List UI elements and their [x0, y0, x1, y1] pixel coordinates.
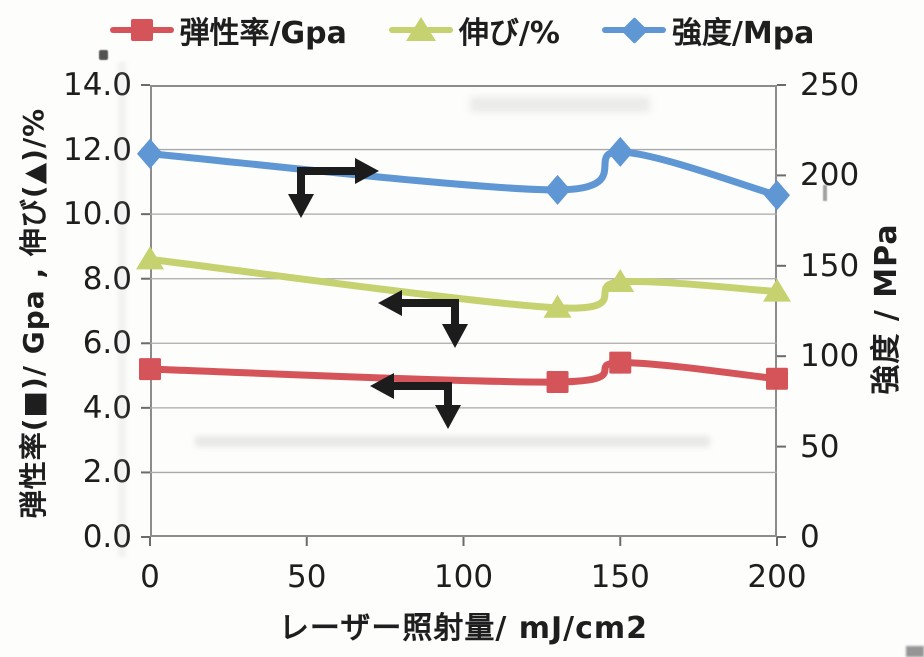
left-tick: 6.0	[82, 325, 132, 362]
square-marker-icon	[109, 14, 174, 46]
left-axis-title: 弾性率(■)/ Gpa , 伸び(▲)/%	[17, 107, 50, 519]
x-tick: 0	[140, 559, 160, 595]
legend-label-strength: 強度/Mpa	[671, 16, 815, 51]
x-tick: 200	[747, 559, 807, 595]
right-axis-tick-labels: 250 200 150 100 50 0	[800, 69, 880, 553]
legend-label-modulus: 弾性率/Gpa	[179, 16, 347, 51]
right-axis-title: 強度 / MPa	[869, 223, 904, 395]
left-tick: 0.0	[82, 518, 132, 555]
x-tick: 50	[287, 559, 327, 595]
right-tick: 200	[800, 157, 860, 194]
right-tick: 0	[800, 518, 820, 555]
legend-item-modulus: 弾性率/Gpa	[109, 8, 347, 52]
triangle-marker-icon	[388, 14, 453, 46]
left-tick: 2.0	[82, 454, 132, 491]
left-tick: 8.0	[82, 260, 132, 297]
x-tick: 100	[433, 559, 494, 595]
left-tick: 10.0	[62, 196, 132, 233]
right-tick: 150	[800, 247, 860, 284]
chart-svg	[136, 84, 791, 546]
x-axis-title: レーザー照射量/ mJ/cm2	[278, 611, 649, 646]
left-axis-tick-labels: 14.0 12.0 10.0 8.0 6.0 4.0 2.0 0.0	[30, 69, 132, 553]
plot-area	[136, 84, 791, 546]
diamond-marker-icon	[601, 14, 666, 46]
left-tick: 4.0	[82, 389, 132, 426]
right-tick: 50	[800, 428, 840, 465]
x-axis-tick-labels: 0 50 100 150 200	[113, 560, 814, 596]
legend-item-elongation: 伸び/%	[388, 8, 560, 52]
scan-noise-corner	[906, 646, 924, 657]
legend: 弾性率/Gpa 伸び/% 強度/Mpa	[0, 8, 924, 52]
legend-item-strength: 強度/Mpa	[601, 8, 815, 52]
x-tick: 150	[590, 559, 650, 595]
legend-label-elongation: 伸び/%	[458, 16, 560, 51]
right-tick: 250	[800, 67, 860, 103]
left-tick: 14.0	[62, 67, 132, 103]
right-tick: 100	[800, 338, 860, 375]
left-tick: 12.0	[62, 131, 132, 168]
